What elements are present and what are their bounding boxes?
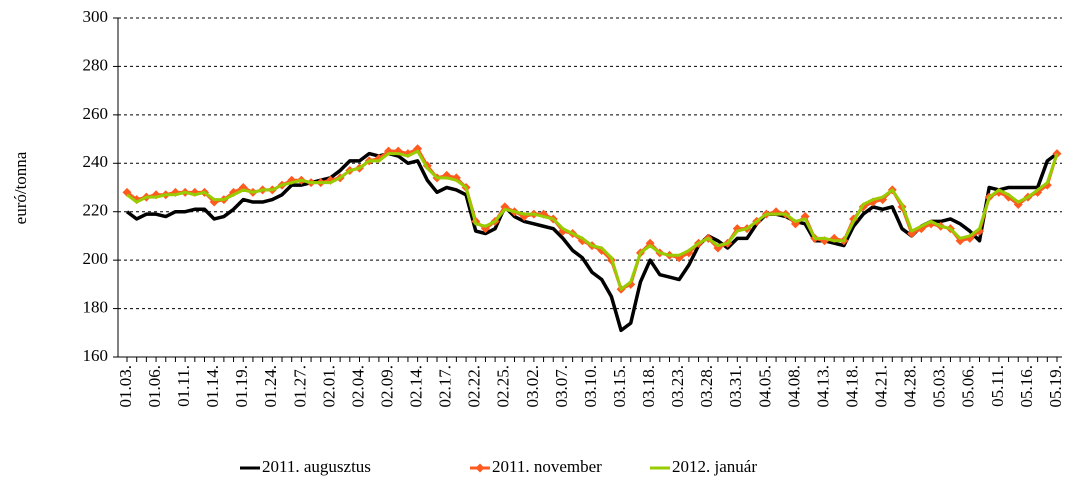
- y-tick-label: 240: [83, 152, 109, 171]
- y-tick-label: 220: [83, 201, 109, 220]
- y-tick-label: 300: [83, 7, 109, 26]
- x-tick-label: 02.25.: [494, 365, 513, 408]
- y-tick-label: 160: [83, 346, 109, 365]
- x-tick-label: 05.06.: [959, 365, 978, 408]
- legend-label: 2011. november: [492, 457, 602, 476]
- y-tick-label: 260: [83, 104, 109, 123]
- series-line: [126, 147, 1059, 291]
- x-tick-label: 02.17.: [436, 365, 455, 408]
- x-tick-label: 03.28.: [697, 365, 716, 408]
- x-tick-label: 04.05.: [755, 365, 774, 408]
- x-tick-label: 03.10.: [581, 365, 600, 408]
- x-tick-label: 02.09.: [377, 365, 396, 408]
- x-tick-label: 05.11.: [988, 365, 1007, 407]
- x-tick-label: 01.03.: [116, 365, 135, 408]
- legend-label: 2011. augusztus: [262, 457, 371, 476]
- x-tick-label: 04.28.: [901, 365, 920, 408]
- x-tick-label: 02.22.: [465, 365, 484, 408]
- x-tick-label: 04.08.: [784, 365, 803, 408]
- y-tick-label: 200: [83, 249, 109, 268]
- x-tick-label: 04.21.: [872, 365, 891, 408]
- x-tick-label: 02.01.: [319, 365, 338, 408]
- y-tick-label: 280: [83, 55, 109, 74]
- x-tick-label: 03.07.: [552, 365, 571, 408]
- x-tick-label: 03.31.: [726, 365, 745, 408]
- x-tick-label: 01.06.: [145, 365, 164, 408]
- x-tick-label: 02.14.: [407, 365, 426, 408]
- y-axis-label: euró/tonna: [11, 151, 30, 224]
- x-tick-label: 05.19.: [1046, 365, 1065, 408]
- series-line: [126, 149, 1059, 291]
- x-tick-label: 02.04.: [348, 365, 367, 408]
- x-tick-label: 05.16.: [1017, 365, 1036, 408]
- series-line: [125, 151, 1059, 333]
- legend-marker: [475, 463, 485, 473]
- x-tick-label: 04.13.: [813, 365, 832, 408]
- x-tick-label: 03.02.: [523, 365, 542, 408]
- x-tick-label: 04.18.: [842, 365, 861, 408]
- x-tick-label: 05.03.: [930, 365, 949, 408]
- x-tick-label: 01.27.: [290, 365, 309, 408]
- x-tick-label: 03.23.: [668, 365, 687, 408]
- x-tick-label: 01.24.: [261, 365, 280, 408]
- x-tick-label: 03.18.: [639, 365, 658, 408]
- y-tick-label: 180: [83, 297, 109, 316]
- x-tick-label: 01.11.: [174, 365, 193, 407]
- legend-label: 2012. január: [672, 457, 757, 476]
- x-tick-label: 01.19.: [232, 365, 251, 408]
- x-tick-label: 03.15.: [610, 365, 629, 408]
- x-tick-label: 01.14.: [203, 365, 222, 408]
